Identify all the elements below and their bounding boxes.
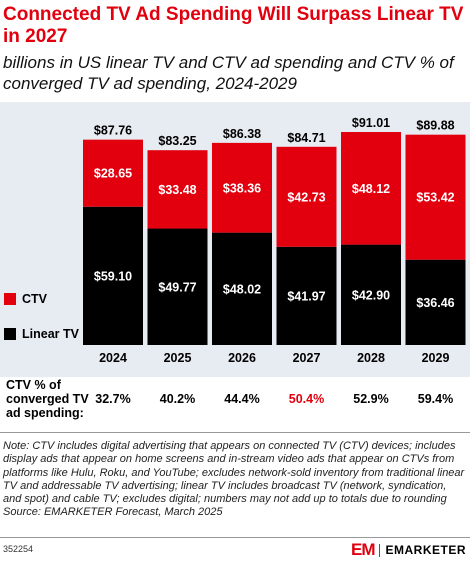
x-tick-2024: 2024 [99, 351, 127, 365]
total-label-2026: $86.38 [223, 127, 261, 141]
share-value-2025: 40.2% [159, 392, 196, 406]
x-tick-2029: 2029 [422, 351, 450, 365]
bar-ctv-2024 [83, 139, 143, 207]
chart-subtitle: billions in US linear TV and CTV ad spen… [3, 53, 454, 93]
chart-id: 352254 [3, 544, 34, 554]
share-value-2027: 50.4% [288, 392, 325, 406]
bar-linear-tv-2027 [276, 246, 337, 345]
source-text: Source: EMARKETER Forecast, March 2025 [3, 506, 223, 519]
bar-linear-tv-2029 [405, 259, 466, 345]
chart-title: Connected TV Ad Spending Will Surpass Li… [3, 4, 464, 47]
footnote: Note: CTV includes digital advertising t… [3, 440, 467, 520]
bar-ctv-2025 [147, 150, 208, 229]
data-label-ctv-2027: $42.73 [287, 190, 325, 204]
bar-ctv-2029 [405, 134, 466, 260]
brand-separator [379, 543, 381, 557]
data-label-ctv-2026: $38.36 [223, 181, 261, 195]
total-label-2028: $91.01 [352, 116, 390, 130]
legend-swatch-linear-tv [4, 328, 16, 340]
bar-linear-tv-2026 [212, 232, 272, 345]
x-tick-2025: 2025 [164, 351, 192, 365]
footer-divider [0, 537, 470, 538]
total-label-2025: $83.25 [158, 134, 196, 148]
stacked-bar-chart: $59.10 $28.65 $87.76 2024 $49.77 $33.48 $83.25… [4, 116, 466, 365]
data-label-linear-tv-2025: $49.77 [158, 280, 196, 294]
data-label-linear-tv-2028: $42.90 [352, 288, 390, 302]
share-value-2024: 32.7% [95, 392, 131, 406]
legend-label-ctv: CTV [22, 292, 48, 306]
bar-linear-tv-2025 [147, 228, 208, 345]
data-label-ctv-2029: $53.42 [416, 191, 454, 205]
share-divider [0, 432, 470, 433]
brand-mark-icon: EM [350, 540, 375, 559]
legend-swatch-ctv [4, 293, 16, 305]
bar-ctv-2027 [276, 146, 337, 247]
total-label-2029: $89.88 [416, 119, 454, 133]
share-row-label: CTV % of converged TV ad spending: [6, 378, 89, 420]
brand-name: EMARKETER [385, 543, 466, 557]
data-label-linear-tv-2024: $59.10 [94, 269, 132, 283]
bar-ctv-2028 [341, 132, 401, 245]
share-value-2029: 59.4% [417, 392, 454, 406]
total-label-2024: $87.76 [94, 124, 132, 138]
x-tick-2027: 2027 [293, 351, 321, 365]
bar-ctv-2026 [212, 142, 272, 233]
note-text: Note: CTV includes digital advertising t… [3, 440, 465, 506]
x-tick-2026: 2026 [228, 351, 256, 365]
data-label-ctv-2025: $33.48 [158, 183, 196, 197]
total-label-2027: $84.71 [287, 131, 325, 145]
data-label-linear-tv-2026: $48.02 [223, 282, 261, 296]
bar-linear-tv-2024 [83, 206, 143, 345]
data-label-linear-tv-2029: $36.46 [416, 296, 454, 310]
legend-label-linear-tv: Linear TV [22, 327, 80, 341]
x-tick-2028: 2028 [357, 351, 385, 365]
data-label-linear-tv-2027: $41.97 [287, 289, 325, 303]
brand-logo: EM EMARKETER [351, 540, 466, 560]
data-label-ctv-2024: $28.65 [94, 167, 132, 181]
bar-linear-tv-2028 [341, 244, 401, 345]
share-value-2028: 52.9% [353, 392, 389, 406]
data-label-ctv-2028: $48.12 [352, 182, 390, 196]
share-value-2026: 44.4% [224, 392, 260, 406]
share-band [0, 377, 470, 432]
